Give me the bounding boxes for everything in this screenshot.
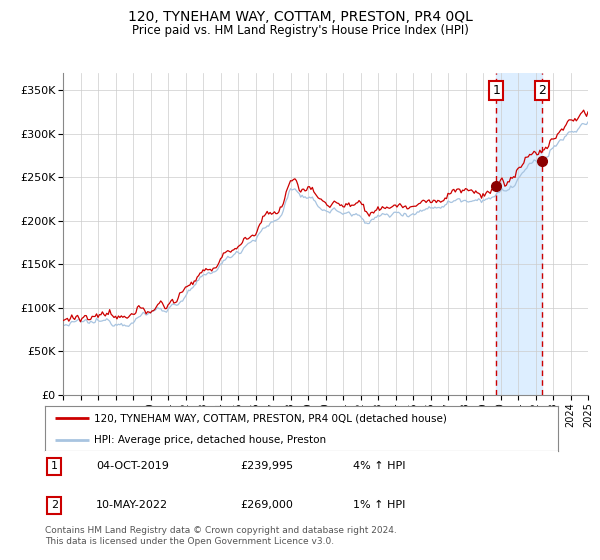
Text: 1: 1 bbox=[51, 461, 58, 471]
Text: 10-MAY-2022: 10-MAY-2022 bbox=[97, 501, 169, 510]
Text: 2: 2 bbox=[50, 501, 58, 510]
Text: £269,000: £269,000 bbox=[240, 501, 293, 510]
Text: Contains HM Land Registry data © Crown copyright and database right 2024.
This d: Contains HM Land Registry data © Crown c… bbox=[45, 526, 397, 546]
Text: 04-OCT-2019: 04-OCT-2019 bbox=[97, 461, 169, 471]
Bar bbox=[496, 73, 542, 395]
Text: Price paid vs. HM Land Registry's House Price Index (HPI): Price paid vs. HM Land Registry's House … bbox=[131, 24, 469, 37]
Text: £239,995: £239,995 bbox=[240, 461, 293, 471]
Text: 120, TYNEHAM WAY, COTTAM, PRESTON, PR4 0QL: 120, TYNEHAM WAY, COTTAM, PRESTON, PR4 0… bbox=[128, 10, 472, 24]
Text: 1: 1 bbox=[492, 84, 500, 97]
Text: 120, TYNEHAM WAY, COTTAM, PRESTON, PR4 0QL (detached house): 120, TYNEHAM WAY, COTTAM, PRESTON, PR4 0… bbox=[94, 413, 446, 423]
Text: 2: 2 bbox=[538, 84, 546, 97]
Text: 4% ↑ HPI: 4% ↑ HPI bbox=[353, 461, 406, 471]
Text: 1% ↑ HPI: 1% ↑ HPI bbox=[353, 501, 405, 510]
Text: HPI: Average price, detached house, Preston: HPI: Average price, detached house, Pres… bbox=[94, 435, 326, 445]
